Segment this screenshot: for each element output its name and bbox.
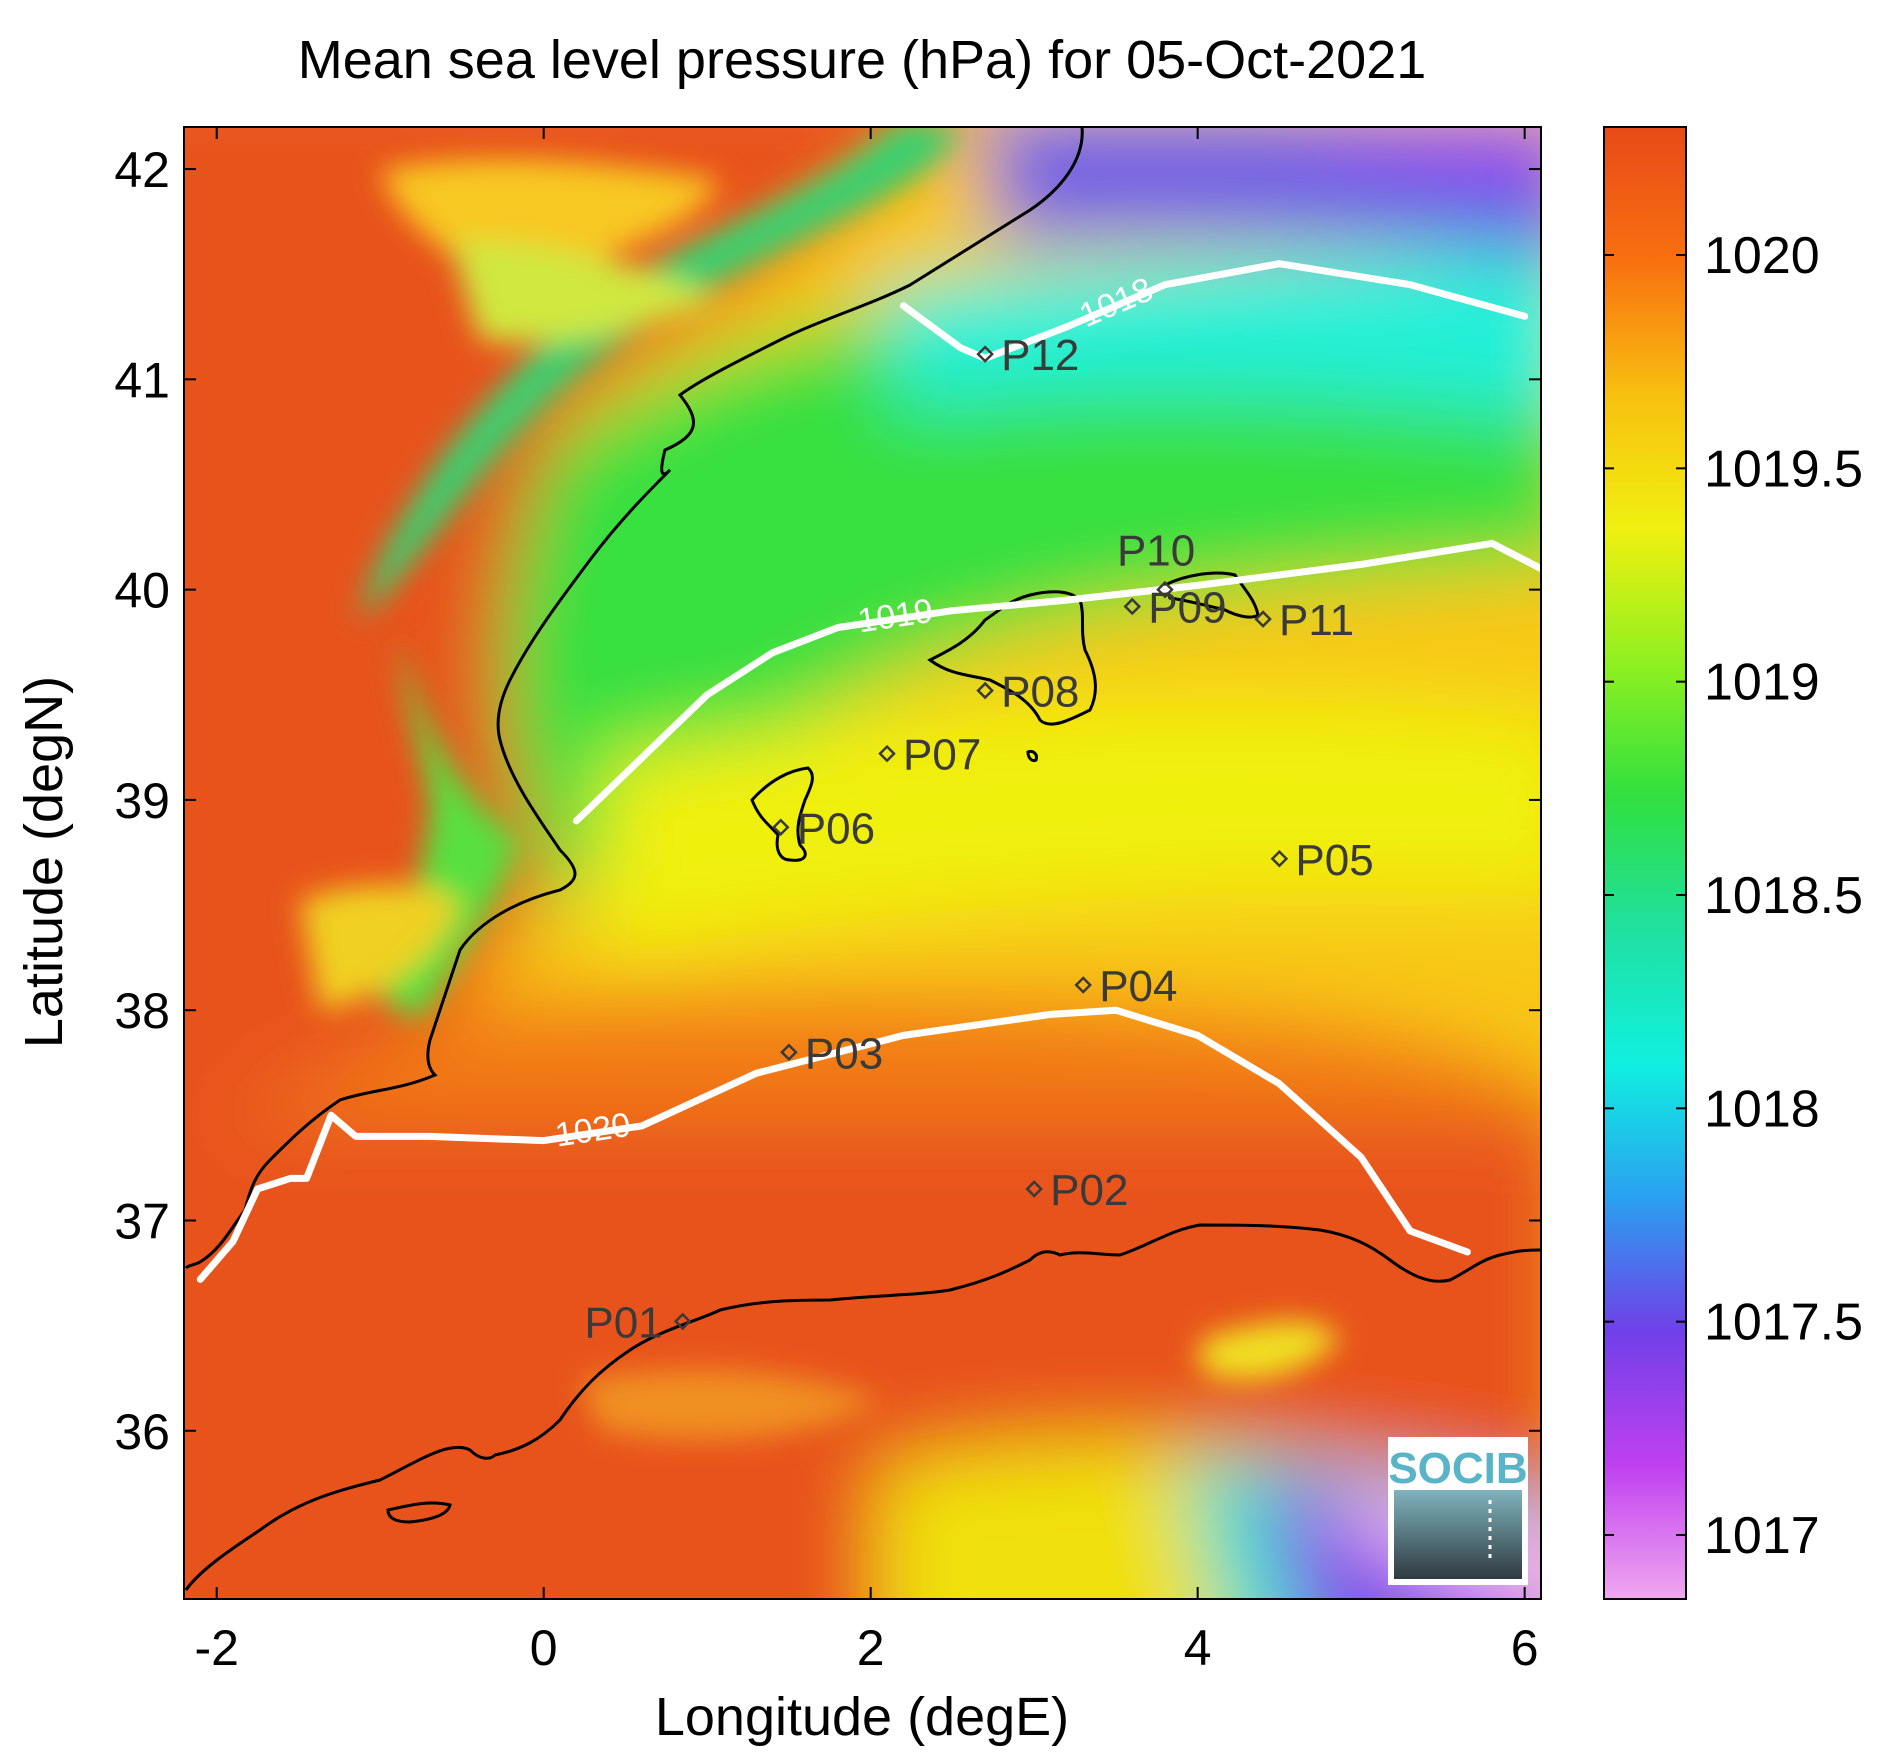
station-label-P06: P06 (797, 804, 875, 853)
x-tick-label: -2 (194, 1620, 238, 1676)
colorbar-tick-label: 1019 (1704, 654, 1820, 712)
x-axis-label: Longitude (degE) (655, 1687, 1069, 1747)
station-label-P04: P04 (1099, 962, 1177, 1011)
station-label-P12: P12 (1001, 331, 1079, 380)
chart-title: Mean sea level pressure (hPa) for 05-Oct… (298, 30, 1427, 90)
station-label-P01: P01 (584, 1298, 662, 1347)
station-marker-P11 (1254, 610, 1272, 628)
station-marker-P04 (1074, 976, 1092, 994)
y-tick-label: 37 (114, 1193, 170, 1249)
station-label-P08: P08 (1001, 668, 1079, 717)
station-marker-P01 (673, 1312, 692, 1331)
colorbar-tick-label: 1018.5 (1704, 867, 1863, 925)
y-tick-label: 42 (114, 142, 170, 198)
coastlines (184, 127, 1541, 1591)
y-tick-label: 38 (114, 983, 170, 1039)
socib-logo: SOCIB (1388, 1437, 1528, 1585)
contour-line-1019 (572, 539, 1541, 825)
station-label-P02: P02 (1050, 1166, 1128, 1215)
station-label-P03: P03 (805, 1029, 883, 1078)
y-tick-label: 41 (114, 352, 170, 408)
station-label-P05: P05 (1295, 836, 1373, 885)
station-marker-P08 (976, 681, 994, 700)
colorbar-ticks: 1017 1017.5 1018 1018.5 1019 1019.5 1020 (1604, 227, 1863, 1565)
station-marker-P02 (1025, 1180, 1043, 1198)
contour-line-1020 (196, 1006, 1471, 1283)
station-marker-P07 (878, 744, 896, 763)
plot-frame (183, 126, 1542, 1600)
station-marker-P06 (771, 818, 790, 837)
colorbar-tick-label: 1017.5 (1704, 1294, 1863, 1352)
y-tick-label: 36 (114, 1404, 170, 1460)
x-tick-label: 6 (1511, 1620, 1539, 1676)
y-tick-label: 40 (114, 563, 170, 619)
x-axis: -2 0 2 4 6 (194, 127, 1539, 1676)
station-label-P11: P11 (1279, 596, 1354, 645)
colorbar-rect (1603, 126, 1687, 1600)
station-marker-P05 (1270, 850, 1289, 868)
socib-logo-text: SOCIB (1388, 1444, 1527, 1493)
colorbar-tick-label: 1017 (1704, 1507, 1820, 1565)
x-tick-label: 4 (1184, 1620, 1212, 1676)
colorbar: 1017 1017.5 1018 1018.5 1019 1019.5 1020 (1603, 126, 1863, 1600)
station-label-P10: P10 (1117, 527, 1195, 576)
y-axis: 36 37 38 39 40 41 42 (114, 142, 1541, 1460)
x-tick-label: 2 (857, 1620, 885, 1676)
station-marker-P12 (976, 345, 994, 363)
station-label-P07: P07 (903, 731, 981, 780)
x-tick-label: 0 (530, 1620, 558, 1676)
y-tick-label: 39 (114, 773, 170, 829)
station-marker-P10 (1156, 580, 1174, 599)
station-marker-P09 (1123, 597, 1142, 616)
colorbar-tick-label: 1018 (1704, 1080, 1820, 1138)
y-axis-label: Latitude (degN) (14, 676, 74, 1048)
colorbar-tick-label: 1019.5 (1704, 440, 1863, 498)
station-marker-P03 (780, 1043, 798, 1062)
pressure-field (184, 127, 1541, 1599)
contour-line-1018 (899, 260, 1529, 362)
colorbar-tick-label: 1020 (1704, 227, 1820, 285)
land-detail (300, 127, 1340, 1440)
